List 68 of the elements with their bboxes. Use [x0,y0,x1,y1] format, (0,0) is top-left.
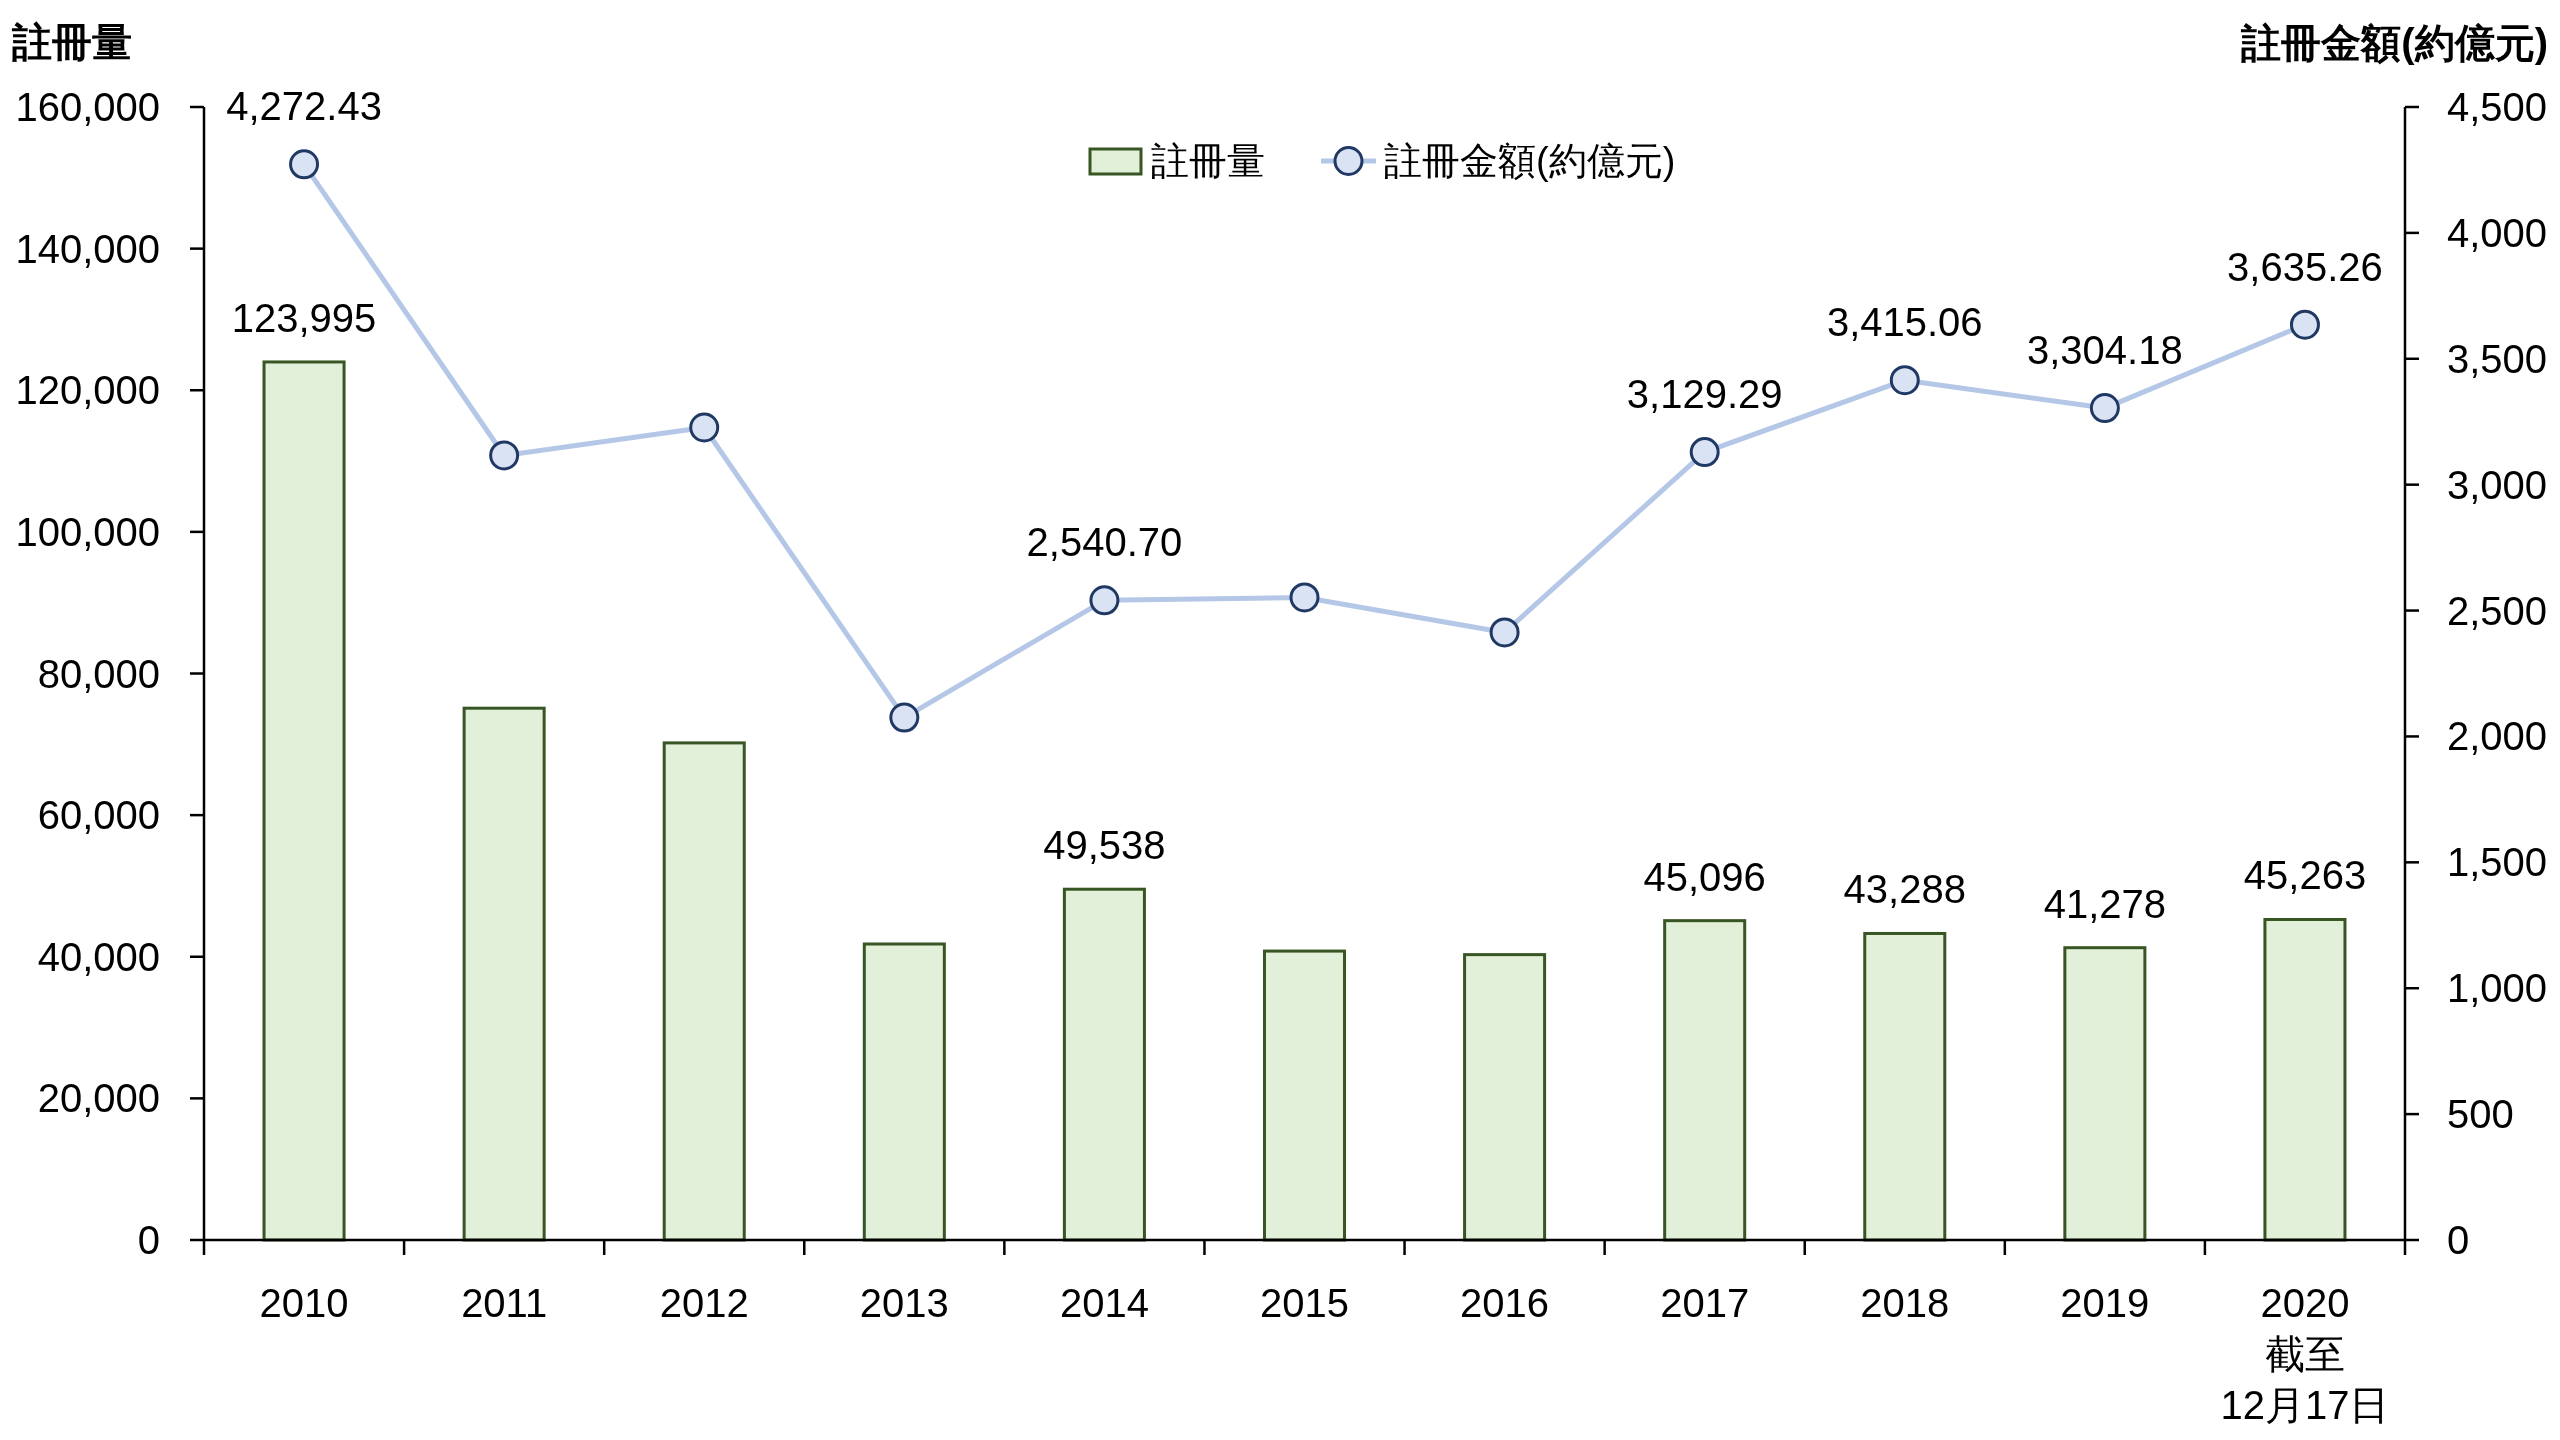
y-tick-label: 100,000 [15,509,160,554]
y2-tick-label: 4,500 [2447,85,2548,129]
bar [262,360,346,1242]
point [1889,365,1920,396]
x-tick-label: 2017 [1660,1281,1750,1325]
data-label: 45,096 [1643,854,1766,899]
point [1689,437,1720,468]
legend-label: 註冊量 [1150,140,1265,182]
bar [1663,919,1747,1242]
y2-tick-label: 3,500 [2447,336,2548,381]
point [1489,617,1520,648]
y-tick-label: 160,000 [15,85,160,129]
data-label: 2,540.70 [1026,520,1183,565]
y-tick-label: 120,000 [15,368,160,413]
bar [2263,917,2347,1242]
x-tick-label: 2013 [859,1281,949,1325]
bar [1463,953,1547,1242]
x-tick-label: 2016 [1460,1281,1550,1325]
data-label: 123,995 [231,295,377,340]
y-tick-label: 20,000 [37,1076,160,1121]
x-tick-label: 2020 截至 12月17日 [2220,1281,2390,1427]
point [289,149,320,180]
y-tick-label: 80,000 [37,651,160,696]
y2-tick-label: 3,000 [2447,462,2548,507]
y2-tick-label: 1,000 [2447,966,2548,1011]
x-tick-label: 2014 [1059,1281,1149,1325]
point [2089,393,2120,424]
x-tick-label: 2012 [659,1281,749,1325]
point [1289,582,1320,613]
point [489,440,520,471]
bar [1262,949,1347,1242]
point [689,412,720,443]
y-axis-title: 註冊量 [11,20,132,64]
x-tick-label: 2015 [1260,1281,1349,1325]
bar [1863,931,1947,1242]
point [1089,585,1120,616]
x-tick-label: 2019 [2060,1281,2150,1325]
bar [662,741,746,1242]
point [889,702,920,733]
x-tick-label: 2011 [461,1281,548,1325]
y-tick-label: 60,000 [37,793,160,838]
y2-axis-title: 註冊金額(約億元) [2240,21,2548,65]
bar [462,706,546,1242]
bar [1062,887,1146,1242]
y2-tick-label: 0 [2447,1218,2470,1262]
legend-label: 註冊金額(約億元) [1383,140,1676,182]
x-tick-label: 2018 [1860,1281,1950,1325]
data-label: 45,263 [2243,853,2367,898]
data-label: 3,129.29 [1626,372,1783,417]
y-tick-label: 0 [137,1218,160,1262]
data-label: 43,288 [1843,867,1966,912]
data-label: 41,278 [2043,881,2167,926]
bar [2063,946,2147,1242]
y-tick-label: 140,000 [15,226,160,271]
data-label: 49,538 [1043,823,1166,868]
y2-tick-label: 4,000 [2447,210,2548,255]
point [2289,309,2320,340]
data-label: 4,272.43 [226,84,382,129]
y2-tick-label: 500 [2447,1092,2514,1137]
data-label: 3,415.06 [1826,300,1983,345]
y-tick-label: 40,000 [37,934,160,979]
y2-tick-label: 2,500 [2447,588,2548,633]
data-label: 3,635.26 [2227,244,2383,289]
y2-tick-label: 1,500 [2447,840,2548,885]
y2-tick-label: 2,000 [2447,714,2548,759]
bar [862,942,946,1242]
x-tick-label: 2010 [259,1281,349,1325]
data-label: 3,304.18 [2027,328,2183,373]
